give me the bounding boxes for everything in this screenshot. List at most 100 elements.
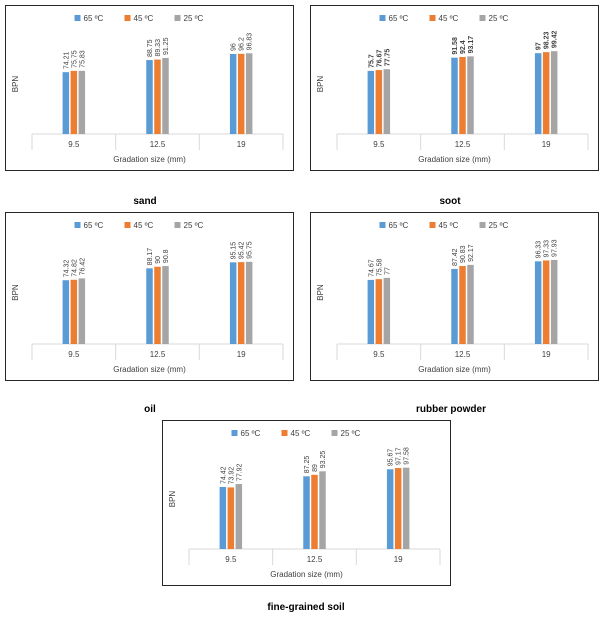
x-axis-label: Gradation size (mm) <box>418 365 491 374</box>
legend-item-2: 25 ºC <box>174 14 204 23</box>
bar-rubber-powder-65-19 <box>534 261 542 344</box>
legend-swatch <box>174 15 181 21</box>
legend-item-1: 45 ºC <box>124 14 154 23</box>
x-tick-label: 19 <box>237 350 246 359</box>
bar-fine-grained-soil-25-9.5 <box>235 484 243 549</box>
bar-soot-65-19 <box>534 53 542 134</box>
legend-label: 25 ºC <box>489 14 509 23</box>
x-axis-label: Gradation size (mm) <box>113 155 186 164</box>
legend-swatch <box>379 15 386 21</box>
chart-caption-sand: sand <box>133 196 157 207</box>
legend-swatch <box>331 430 338 436</box>
legend-label: 65 ºC <box>389 14 409 23</box>
legend-item-2: 25 ºC <box>479 14 509 23</box>
legend-label: 25 ºC <box>184 221 204 230</box>
bar-fine-grained-soil-25-12.5 <box>319 471 326 549</box>
chart-svg-oil: 65 ºC 45 ºC 25 ºC BPN 9.5 74.32 74.82 76.42 12.5… <box>11 221 284 374</box>
data-label: 90.8 <box>163 249 170 263</box>
data-label: 96.2 <box>239 37 246 51</box>
chart-svg-soot: 65 ºC 45 ºC 25 ºC BPN 9.5 75.7 76.67 77.75 12.5 9… <box>316 14 589 164</box>
chart-panel-oil: 65 ºC 45 ºC 25 ºC BPN 9.5 74.32 74.82 76.42 12.5… <box>5 212 294 381</box>
legend-label: 45 ºC <box>134 14 154 23</box>
x-tick-label: 9.5 <box>68 350 80 359</box>
legend-label: 25 ºC <box>489 221 509 230</box>
bar-oil-25-19 <box>245 261 253 344</box>
x-tick-label: 9.5 <box>68 140 80 149</box>
data-label: 75.75 <box>71 50 78 68</box>
chart-caption-oil: oil <box>144 404 156 415</box>
data-label: 77.75 <box>384 49 391 67</box>
legend-label: 65 ºC <box>389 221 409 230</box>
data-label: 96.33 <box>536 241 543 259</box>
data-label: 77 <box>384 267 391 275</box>
bar-oil-65-9.5 <box>62 280 70 344</box>
data-label: 74.21 <box>63 52 70 70</box>
legend-item-2: 25 ºC <box>331 429 361 438</box>
data-label: 99.42 <box>552 31 559 49</box>
chart-panel-sand: 65 ºC 45 ºC 25 ºC BPN 9.5 74.21 75.75 75.83 12.5… <box>5 5 294 171</box>
bar-soot-45-12.5 <box>459 57 466 134</box>
x-tick-label: 9.5 <box>225 555 237 564</box>
data-label: 74.82 <box>71 259 78 277</box>
legend-item-1: 45 ºC <box>429 221 459 230</box>
data-label: 95.15 <box>231 242 238 260</box>
data-label: 73.92 <box>228 467 235 485</box>
bar-sand-65-12.5 <box>146 60 153 134</box>
x-axis-label: Gradation size (mm) <box>270 570 343 579</box>
legend-swatch <box>479 15 486 21</box>
bar-soot-25-12.5 <box>467 56 474 134</box>
legend-swatch <box>231 430 238 436</box>
x-tick-label: 12.5 <box>455 140 471 149</box>
x-tick-label: 9.5 <box>373 140 385 149</box>
legend-item-2: 25 ºC <box>174 221 204 230</box>
legend-label: 45 ºC <box>134 221 154 230</box>
bar-rubber-powder-25-9.5 <box>383 277 391 344</box>
y-axis-label: BPN <box>316 284 325 301</box>
bar-soot-65-12.5 <box>451 57 458 134</box>
legend-swatch <box>174 222 181 228</box>
chart-svg-fine-grained-soil: 65 ºC 45 ºC 25 ºC BPN 9.5 74.42 73.92 77.92 12.5… <box>168 429 441 579</box>
legend-item-1: 45 ºC <box>429 14 459 23</box>
x-tick-label: 19 <box>542 350 551 359</box>
legend-swatch <box>124 15 131 21</box>
chart-panel-fine-grained-soil: 65 ºC 45 ºC 25 ºC BPN 9.5 74.42 73.92 77.92 12.5… <box>162 420 451 586</box>
chart-svg-rubber-powder: 65 ºC 45 ºC 25 ºC BPN 9.5 74.67 75.58 77 12.5 87.… <box>316 221 589 374</box>
bar-rubber-powder-45-9.5 <box>375 279 383 344</box>
data-label: 91.25 <box>163 37 170 55</box>
data-label: 89 <box>312 464 319 472</box>
data-label: 95.42 <box>239 241 246 259</box>
data-label: 76.42 <box>79 258 86 276</box>
legend-label: 45 ºC <box>291 429 311 438</box>
legend-swatch <box>74 15 81 21</box>
data-label: 91.58 <box>452 37 459 55</box>
y-axis-label: BPN <box>11 76 20 93</box>
legend-item-2: 25 ºC <box>479 221 509 230</box>
data-label: 93.25 <box>320 451 327 469</box>
y-axis-label: BPN <box>11 284 20 301</box>
legend-swatch <box>379 222 386 228</box>
legend-swatch <box>74 222 81 228</box>
data-label: 97.93 <box>552 239 559 257</box>
bar-oil-45-9.5 <box>70 279 78 344</box>
legend-swatch <box>281 430 288 436</box>
bar-sand-45-12.5 <box>154 59 161 134</box>
bar-fine-grained-soil-45-19 <box>394 468 402 549</box>
legend-label: 65 ºC <box>84 14 104 23</box>
x-tick-label: 19 <box>237 140 246 149</box>
data-label: 98.23 <box>544 32 551 50</box>
bar-oil-45-12.5 <box>154 266 161 344</box>
bar-soot-25-9.5 <box>383 69 391 134</box>
bar-rubber-powder-25-12.5 <box>467 264 474 344</box>
x-tick-label: 9.5 <box>373 350 385 359</box>
bar-rubber-powder-45-12.5 <box>459 266 466 344</box>
data-label: 88.75 <box>147 39 154 57</box>
chart-panel-rubber-powder: 65 ºC 45 ºC 25 ºC BPN 9.5 74.67 75.58 77 12.5 87.… <box>310 212 599 381</box>
x-tick-label: 12.5 <box>150 140 166 149</box>
legend-item-0: 65 ºC <box>74 14 104 23</box>
chart-caption-rubber-powder: rubber powder <box>415 404 486 415</box>
data-label: 75.83 <box>79 50 86 68</box>
data-label: 95.67 <box>388 449 395 467</box>
bar-sand-25-19 <box>245 53 253 134</box>
legend-label: 45 ºC <box>439 14 459 23</box>
bar-rubber-powder-65-12.5 <box>451 268 458 344</box>
